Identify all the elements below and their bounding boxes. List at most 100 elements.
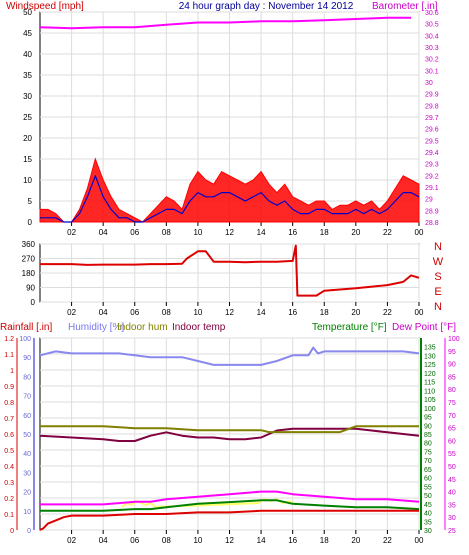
rainfall-tick-label: 0.4 <box>4 464 14 471</box>
direction-tick-label: 360 <box>22 240 36 249</box>
dew-point-tick-label: 65 <box>448 426 456 433</box>
barometer-tick-label: 29.1 <box>425 185 439 192</box>
temperature-tick-label: 80 <box>424 441 432 448</box>
temperature-tick-label: 125 <box>424 362 436 369</box>
direction-x-tick-label: 20 <box>351 308 360 317</box>
barometer-axis-label: Barometer [.in] <box>372 1 438 12</box>
humidity-tick-label: 90 <box>23 355 31 362</box>
humidity-tick-label: 70 <box>23 394 31 401</box>
rainfall-tick-label: 0.1 <box>4 512 14 519</box>
barometer-tick-label: 30 <box>425 80 433 87</box>
humidity-tick-label: 20 <box>23 490 31 497</box>
wind-gust-series <box>39 157 420 223</box>
temperature-axis-label: Temperature [°F] <box>312 322 387 333</box>
wind-average-series <box>40 175 420 223</box>
dew-point-tick-label: 40 <box>448 490 456 497</box>
direction-x-tick-label: 18 <box>320 308 329 317</box>
humidity-tick-label: 30 <box>23 470 31 477</box>
humidity-tick-label: 50 <box>23 432 31 439</box>
wind-x-tick-label: 18 <box>320 228 329 237</box>
compass-label: E <box>434 286 441 298</box>
dew-point-tick-label: 70 <box>448 413 456 420</box>
dew-point-tick-label: 30 <box>448 515 456 522</box>
climate-x-tick-label: 18 <box>320 536 329 545</box>
temperature-tick-label: 90 <box>424 423 432 430</box>
direction-x-tick-label: 00 <box>415 308 424 317</box>
wind-x-tick-label: 14 <box>257 228 266 237</box>
temperature-tick-label: 65 <box>424 467 432 474</box>
rainfall-axis-label: Rainfall [.in] <box>0 322 52 333</box>
temperature-tick-label: 30 <box>424 528 432 535</box>
dew-point-tick-label: 75 <box>448 400 456 407</box>
dew-point-tick-label: 100 <box>448 336 460 343</box>
climate-x-tick-label: 06 <box>130 536 139 545</box>
climate-x-tick-label: 16 <box>288 536 297 545</box>
windspeed-tick-label: 0 <box>28 218 33 227</box>
wind-x-tick-label: 12 <box>225 228 234 237</box>
humidity-tick-label: 60 <box>23 413 31 420</box>
indoor-temp-label: Indoor temp <box>172 322 226 333</box>
barometer-tick-label: 30.4 <box>425 33 439 40</box>
compass-label: N <box>434 301 442 313</box>
graph-title: 24 hour graph day : November 14 2012 <box>179 1 354 12</box>
wind-x-tick-label: 20 <box>351 228 360 237</box>
rainfall-series <box>39 509 419 531</box>
dew-point-tick-label: 60 <box>448 438 456 445</box>
windspeed-tick-label: 5 <box>28 197 33 206</box>
compass-label: N <box>434 241 442 253</box>
wind-x-tick-label: 16 <box>288 228 297 237</box>
windspeed-tick-label: 40 <box>23 50 32 59</box>
rainfall-tick-label: 0.9 <box>4 384 14 391</box>
rainfall-tick-label: 0.7 <box>4 416 14 423</box>
humidity-tick-label: 80 <box>23 374 31 381</box>
dew-point-tick-label: 55 <box>448 451 456 458</box>
rainfall-tick-label: 1.1 <box>4 352 14 359</box>
dew-point-tick-label: 25 <box>448 528 456 535</box>
humidity-series <box>39 346 420 366</box>
barometer-tick-label: 28.9 <box>425 208 439 215</box>
direction-x-tick-label: 10 <box>193 308 202 317</box>
climate-x-tick-label: 22 <box>383 536 392 545</box>
temperature-tick-label: 110 <box>424 388 435 395</box>
direction-x-tick-label: 14 <box>257 308 266 317</box>
barometer-tick-label: 29 <box>425 197 433 204</box>
rainfall-tick-label: 0.6 <box>4 432 14 439</box>
temperature-tick-label: 40 <box>424 511 432 518</box>
dew-point-tick-label: 35 <box>448 502 456 509</box>
direction-x-tick-label: 02 <box>67 308 76 317</box>
windspeed-tick-label: 15 <box>23 155 32 164</box>
temperature-tick-label: 60 <box>424 476 432 483</box>
climate-x-tick-label: 14 <box>257 536 266 545</box>
humidity-tick-label: 10 <box>23 509 31 516</box>
wind-x-tick-label: 06 <box>130 228 139 237</box>
rainfall-tick-label: 1 <box>10 368 14 375</box>
temperature-tick-label: 45 <box>424 502 432 509</box>
direction-tick-label: 180 <box>22 269 36 278</box>
barometer-tick-label: 29.5 <box>425 138 439 145</box>
direction-x-tick-label: 06 <box>130 308 139 317</box>
temperature-tick-label: 115 <box>424 380 435 387</box>
direction-x-tick-label: 16 <box>288 308 297 317</box>
dew-point-tick-label: 90 <box>448 362 456 369</box>
barometer-tick-label: 29.3 <box>425 162 439 169</box>
rainfall-tick-label: 0.8 <box>4 400 14 407</box>
direction-tick-label: 0 <box>31 298 36 307</box>
climate-x-tick-label: 04 <box>99 536 108 545</box>
temperature-tick-label: 100 <box>424 406 436 413</box>
barometer-tick-label: 30.1 <box>425 68 439 75</box>
wind-x-tick-label: 00 <box>415 228 424 237</box>
rain-humidity-temperature-panel: 0 0.1 0.2 0.3 0.4 0.5 0.6 0.7 0.8 0.9 1 1.1 1.2 0 10 20… <box>0 322 460 545</box>
barometer-tick-label: 30.6 <box>425 10 439 17</box>
dew-point-series <box>40 490 420 506</box>
windspeed-tick-label: 35 <box>23 71 32 80</box>
wind-barometer-panel: 0 5 10 15 20 25 30 35 40 45 50 28.8 28.9 29 29.1 29.2 29… <box>6 1 439 237</box>
barometer-tick-label: 30.3 <box>425 45 439 52</box>
barometer-tick-label: 30.2 <box>425 57 439 64</box>
windspeed-tick-label: 10 <box>23 176 32 185</box>
windspeed-tick-label: 50 <box>23 8 32 17</box>
direction-x-tick-label: 08 <box>162 308 171 317</box>
indoor-hum-label: Indoor hum <box>117 322 168 333</box>
barometer-tick-label: 28.8 <box>425 220 439 227</box>
temperature-tick-label: 120 <box>424 371 436 378</box>
